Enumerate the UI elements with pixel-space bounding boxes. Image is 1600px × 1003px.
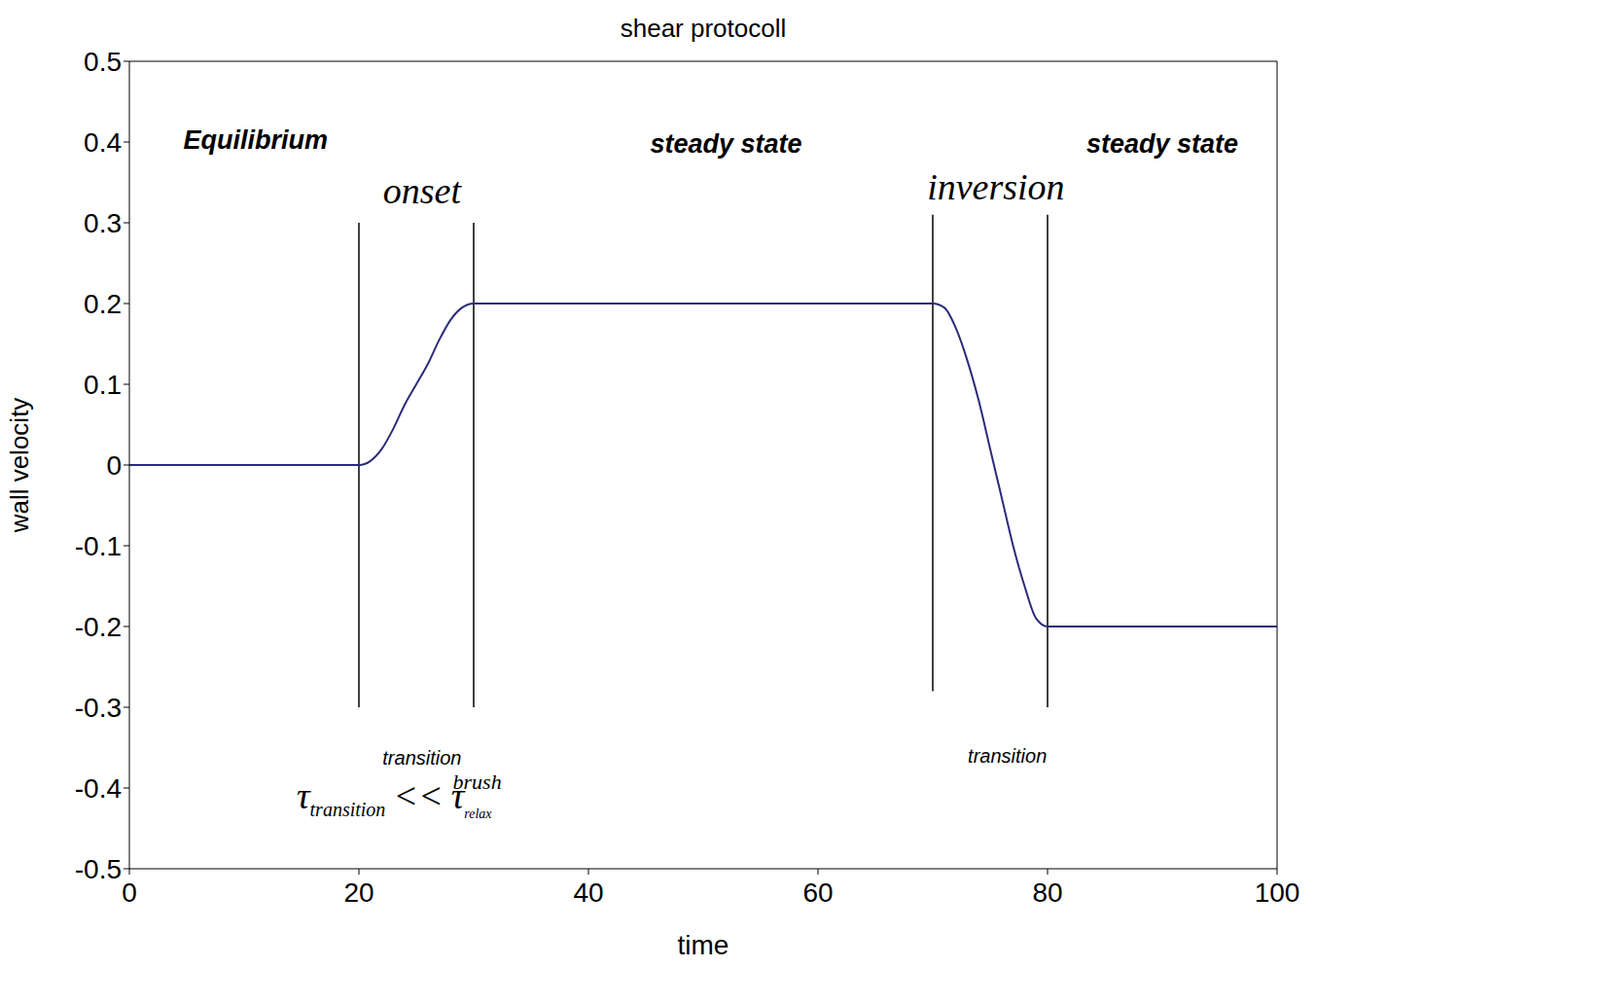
svg-text:time: time xyxy=(677,929,730,960)
svg-text:0.5: 0.5 xyxy=(83,46,122,77)
svg-text:60: 60 xyxy=(802,877,833,908)
svg-text:80: 80 xyxy=(1031,877,1063,908)
svg-text:100: 100 xyxy=(1254,877,1301,908)
svg-text:onset: onset xyxy=(383,170,463,212)
svg-text:-0.1: -0.1 xyxy=(74,531,122,562)
html-text:shear protocoll: shear protocoll xyxy=(620,13,787,43)
svg-text:0: 0 xyxy=(121,877,138,908)
svg-text:-0.4: -0.4 xyxy=(74,773,122,804)
svg-text:0.3: 0.3 xyxy=(83,208,122,239)
svg-text:0.1: 0.1 xyxy=(83,369,122,400)
svg-text:transition: transition xyxy=(967,745,1047,767)
svg-text:0.4: 0.4 xyxy=(83,127,122,158)
svg-text:steady state: steady state xyxy=(650,129,803,159)
svg-text:-0.3: -0.3 xyxy=(74,692,122,723)
svg-text:-0.5: -0.5 xyxy=(74,853,122,885)
svg-text:Equilibrium: Equilibrium xyxy=(183,125,329,155)
svg-text:0: 0 xyxy=(106,450,122,481)
svg-text:τtransition<<τrelaxbrush: τtransition<<τrelaxbrush xyxy=(296,769,502,821)
svg-text:inversion: inversion xyxy=(926,166,1065,208)
svg-text:-0.2: -0.2 xyxy=(74,611,122,642)
svg-text:0.2: 0.2 xyxy=(83,288,122,320)
svg-text:20: 20 xyxy=(343,877,374,908)
svg-text:steady state: steady state xyxy=(1086,129,1239,159)
svg-text:wall velocity: wall velocity xyxy=(4,397,35,534)
svg-text:transition: transition xyxy=(382,746,462,769)
svg-text:40: 40 xyxy=(572,877,604,908)
